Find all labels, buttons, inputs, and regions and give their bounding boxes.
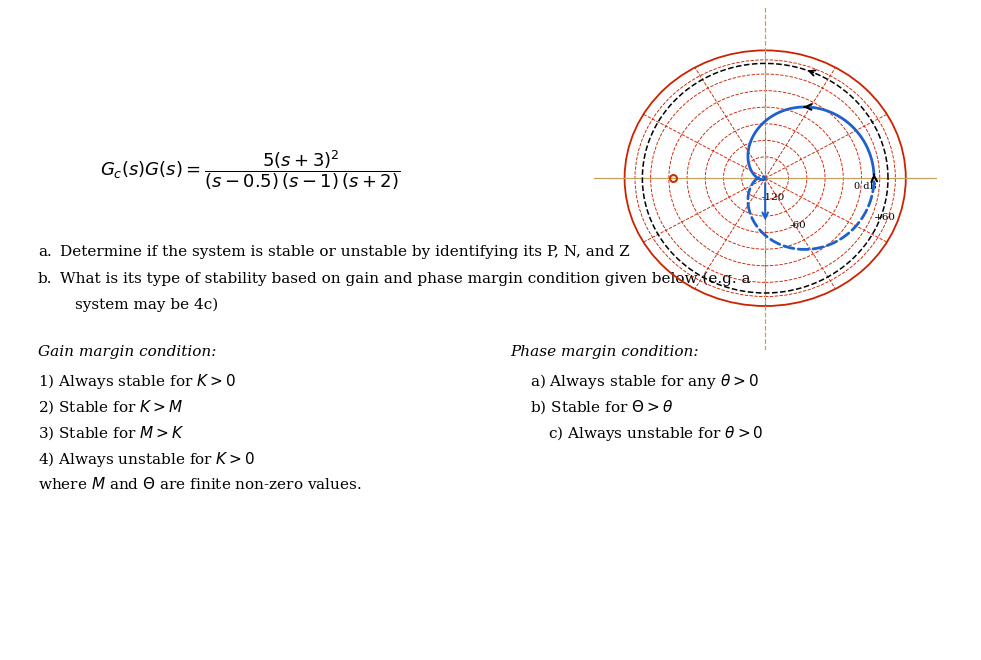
Text: Determine if the system is stable or unstable by identifying its P, N, and Z: Determine if the system is stable or uns… xyxy=(60,245,630,259)
Text: a) Always stable for any $\theta > 0$: a) Always stable for any $\theta > 0$ xyxy=(530,372,758,391)
Text: 2) Stable for $K > M$: 2) Stable for $K > M$ xyxy=(38,398,183,416)
Text: +60: +60 xyxy=(874,213,896,222)
Text: b.: b. xyxy=(38,272,53,286)
Text: 0 dB: 0 dB xyxy=(853,182,877,191)
Text: 3) Stable for $M > K$: 3) Stable for $M > K$ xyxy=(38,424,184,442)
Text: 1) Always stable for $K > 0$: 1) Always stable for $K > 0$ xyxy=(38,372,235,391)
Text: -60: -60 xyxy=(790,221,806,230)
Text: 4) Always unstable for $K > 0$: 4) Always unstable for $K > 0$ xyxy=(38,450,255,469)
Text: Gain margin condition:: Gain margin condition: xyxy=(38,345,217,359)
Text: -120: -120 xyxy=(762,193,785,202)
Text: Phase margin condition:: Phase margin condition: xyxy=(510,345,698,359)
Text: a.: a. xyxy=(38,245,52,259)
Text: where $M$ and $\Theta$ are finite non-zero values.: where $M$ and $\Theta$ are finite non-ze… xyxy=(38,476,362,492)
Text: system may be 4c): system may be 4c) xyxy=(75,298,218,312)
Text: What is its type of stability based on gain and phase margin condition given bel: What is its type of stability based on g… xyxy=(60,272,750,286)
Text: c) Always unstable for $\theta > 0$: c) Always unstable for $\theta > 0$ xyxy=(548,424,763,443)
Text: $G_c(s)G(s) = \dfrac{5(s+3)^2}{(s-0.5)\,(s-1)\,(s+2)}$: $G_c(s)G(s) = \dfrac{5(s+3)^2}{(s-0.5)\,… xyxy=(100,148,400,192)
Text: b) Stable for $\Theta > \theta$: b) Stable for $\Theta > \theta$ xyxy=(530,398,674,416)
